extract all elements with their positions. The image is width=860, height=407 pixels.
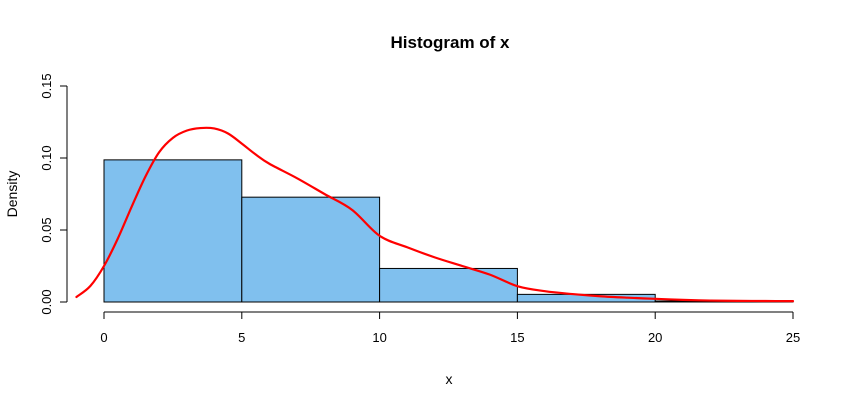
x-tick-label: 20 (648, 330, 662, 345)
y-tick-label: 0.00 (39, 289, 54, 314)
histogram-bar (103, 159, 243, 303)
y-tick-label: 0.10 (39, 145, 54, 170)
density-curve (75, 126, 795, 303)
x-tick-label: 25 (786, 330, 800, 345)
y-tick-label: 0.15 (39, 73, 54, 98)
chart-title: Histogram of x (390, 33, 510, 52)
x-tick-label: 0 (100, 330, 107, 345)
histogram-bar (241, 196, 381, 303)
histogram-bar (379, 267, 518, 303)
x-tick-label: 10 (372, 330, 386, 345)
x-axis-label: x (446, 371, 453, 387)
x-tick-label: 5 (238, 330, 245, 345)
y-tick-label: 0.05 (39, 217, 54, 242)
plot-area: 0 5 10 15 20 25 0.00 0.05 0.10 0.15 (39, 73, 800, 345)
y-axis-label: Density (4, 171, 20, 218)
x-tick-label: 15 (510, 330, 524, 345)
